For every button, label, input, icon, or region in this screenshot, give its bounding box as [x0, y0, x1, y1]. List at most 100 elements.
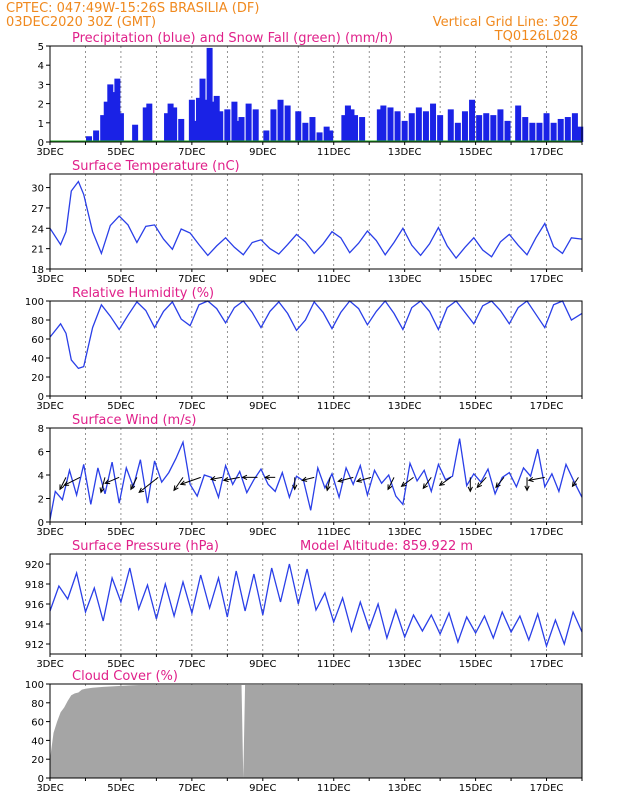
wind-ytick-label: 8	[38, 424, 44, 435]
header-vertical-grid: Vertical Grid Line: 30Z	[433, 15, 578, 30]
wind-arrow-head	[467, 486, 473, 493]
wind-arrow	[100, 477, 106, 493]
wind-xtick-label: 13DEC	[388, 527, 422, 538]
precip-bar	[100, 115, 107, 142]
pressure-xtick-label: 11DEC	[317, 659, 351, 670]
precip-bar	[295, 111, 302, 142]
cloud-xtick-label: 7DEC	[178, 783, 205, 794]
wind-arrow	[223, 476, 240, 481]
humidity-xtick-label: 11DEC	[317, 401, 351, 412]
precip-bar	[302, 122, 309, 142]
precip-bar	[469, 99, 476, 142]
wind-frame	[49, 427, 583, 523]
cloud-xtick-label: 17DEC	[530, 783, 564, 794]
precip-bar	[284, 105, 291, 142]
pressure-panel: Surface Pressure (hPa) Model Altitude: 85…	[25, 539, 583, 670]
wind-arrow-head	[209, 476, 216, 482]
wind-arrow	[210, 476, 223, 480]
temperature-ytick-label: 27	[31, 204, 44, 215]
cloud-panel: Cloud Cover (%) 0 20 40 60 80 100 3DEC 5DEC 7DEC 9…	[25, 669, 583, 794]
wind-arrow	[180, 476, 201, 485]
precip-bar	[210, 101, 217, 142]
precip-bar	[571, 113, 578, 142]
pressure-xtick-label: 9DEC	[249, 659, 276, 670]
wind-arrow	[495, 477, 505, 488]
precip-bar	[132, 124, 139, 142]
panels: Precipitation (blue) and Snow Fall (gree…	[25, 31, 584, 794]
cloud-cover-area	[50, 684, 582, 778]
wind-arrow	[173, 477, 184, 491]
wind-arrow	[572, 477, 579, 487]
temperature-xtick-label: 15DEC	[459, 274, 493, 285]
temperature-xtick-label: 9DEC	[249, 274, 276, 285]
precip-bar	[430, 103, 437, 142]
precip-ytick-label: 1	[38, 119, 44, 130]
precip-bar	[564, 117, 571, 142]
header-model-code: TQ0126L028	[494, 29, 578, 44]
wind-xtick-label: 17DEC	[530, 527, 564, 538]
precip-bar	[490, 115, 497, 142]
precip-bar	[341, 115, 348, 142]
wind-arrow-head	[99, 487, 105, 494]
precip-bar	[504, 120, 511, 142]
pressure-xtick-label: 5DEC	[107, 659, 134, 670]
precip-xtick-label: 11DEC	[317, 147, 351, 158]
cloud-xtick-label: 15DEC	[459, 783, 493, 794]
precip-bar	[277, 99, 284, 142]
temperature-ytick-label: 18	[31, 265, 44, 276]
precip-bar	[252, 109, 259, 142]
wind-arrow	[302, 476, 315, 481]
precip-bar	[217, 111, 224, 142]
temperature-xtick-label: 3DEC	[36, 274, 63, 285]
wind-arrow-head	[355, 477, 362, 483]
cloud-ytick-label: 40	[31, 736, 44, 747]
precip-bar	[199, 78, 206, 142]
wind-arrow	[422, 477, 432, 489]
precip-bar	[557, 118, 564, 142]
pressure-ytick-label: 914	[25, 620, 44, 631]
precip-bar	[394, 111, 401, 142]
precip-bar	[461, 111, 468, 142]
precip-bar	[178, 118, 185, 142]
cloud-xtick-label: 9DEC	[249, 783, 276, 794]
precip-bar	[309, 117, 316, 142]
precip-bar	[270, 109, 277, 142]
humidity-xtick-label: 17DEC	[530, 401, 564, 412]
wind-arrow-head	[527, 476, 534, 483]
wind-arrow	[338, 476, 354, 482]
wind-xtick-label: 11DEC	[317, 527, 351, 538]
wind-arrow	[63, 476, 81, 486]
wind-title: Surface Wind (m/s)	[72, 413, 196, 428]
pressure-xtick-label: 3DEC	[36, 659, 63, 670]
precip-bar	[483, 113, 490, 142]
precip-bar	[117, 113, 124, 142]
humidity-xtick-label: 13DEC	[388, 401, 422, 412]
precip-bar	[387, 107, 394, 142]
precip-bar	[447, 109, 454, 142]
humidity-xtick-label: 3DEC	[36, 401, 63, 412]
precip-bar	[327, 130, 334, 142]
temperature-ytick-label: 21	[31, 245, 44, 256]
wind-xtick-label: 3DEC	[36, 527, 63, 538]
wind-arrow	[528, 476, 545, 481]
precip-ytick-label: 5	[38, 42, 44, 53]
wind-arrow-head	[337, 477, 344, 483]
cloud-xtick-label: 5DEC	[107, 783, 134, 794]
precip-bar	[192, 120, 199, 142]
precip-bar	[234, 120, 241, 142]
precip-ytick-label: 2	[38, 100, 44, 111]
precip-frame	[49, 45, 583, 143]
precip-bar	[206, 47, 213, 142]
wind-arrow	[387, 477, 395, 490]
humidity-ytick-label: 80	[31, 316, 44, 327]
temperature-ytick-label: 30	[31, 184, 44, 195]
pressure-xtick-label: 13DEC	[388, 659, 422, 670]
temperature-xtick-label: 17DEC	[530, 274, 564, 285]
humidity-xtick-label: 9DEC	[249, 401, 276, 412]
wind-arrow-head	[438, 480, 445, 487]
wind-arrow	[476, 477, 487, 488]
wind-arrow-head	[222, 476, 229, 483]
cloud-ytick-label: 100	[25, 680, 44, 691]
precip-bar	[422, 111, 429, 142]
precip-bar	[103, 101, 110, 142]
